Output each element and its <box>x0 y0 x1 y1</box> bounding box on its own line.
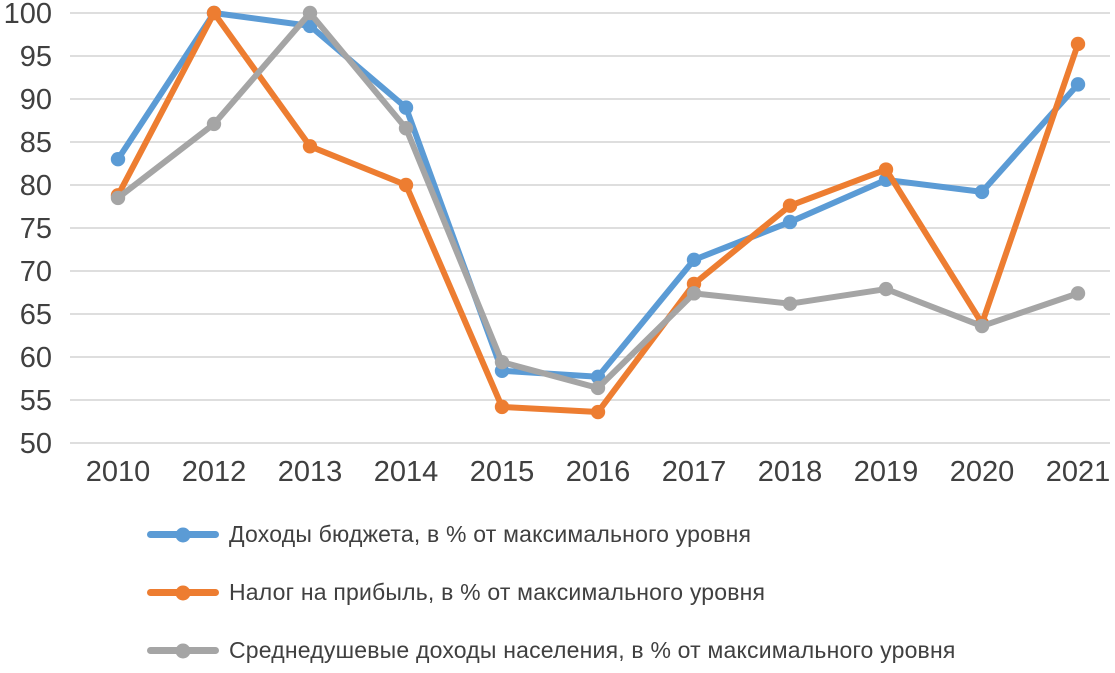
y-axis-tick-label: 60 <box>20 342 52 374</box>
data-point <box>494 354 510 370</box>
data-point <box>206 5 222 21</box>
x-axis-tick-label: 2013 <box>278 456 343 488</box>
series-line <box>115 10 1081 391</box>
x-axis-tick-label: 2020 <box>950 456 1015 488</box>
legend-item-budget-revenues: Доходы бюджета, в % от максимального уро… <box>147 521 1115 548</box>
x-axis-tick-label: 2012 <box>182 456 247 488</box>
x-axis-tick-label: 2018 <box>758 456 823 488</box>
data-point <box>1070 286 1086 301</box>
y-axis-tick-label: 65 <box>20 299 52 331</box>
y-axis-tick-label: 70 <box>20 256 52 288</box>
x-axis-tick-label: 2014 <box>374 456 439 488</box>
y-axis-tick-label: 55 <box>20 385 52 417</box>
x-axis-tick-label: 2021 <box>1046 456 1111 488</box>
data-point <box>782 296 798 311</box>
data-point <box>302 18 318 34</box>
data-point <box>782 198 798 213</box>
y-axis-tick-label: 100 <box>4 0 52 30</box>
data-point <box>398 100 414 115</box>
y-axis-tick-label: 85 <box>20 127 52 159</box>
data-point <box>878 281 894 297</box>
legend: Доходы бюджета, в % от максимального уро… <box>0 521 1115 664</box>
data-point <box>590 404 606 420</box>
data-point <box>110 152 126 167</box>
legend-label: Среднедушевые доходы населения, в % от м… <box>229 637 956 663</box>
data-point <box>398 121 414 136</box>
data-point <box>782 214 798 230</box>
y-axis-tick-label: 90 <box>20 84 52 116</box>
x-axis-tick-label: 2017 <box>662 456 727 488</box>
series-line-marker-icon <box>147 643 219 658</box>
legend-label: Налог на прибыль, в % от максимального у… <box>229 579 766 605</box>
legend-item-per-capita-income: Среднедушевые доходы населения, в % от м… <box>147 637 1115 664</box>
data-point <box>206 116 222 132</box>
data-point <box>974 318 990 334</box>
legend-label: Доходы бюджета, в % от максимального уро… <box>229 521 752 547</box>
data-point <box>302 139 318 154</box>
data-point <box>590 380 606 396</box>
y-axis-tick-label: 95 <box>20 41 52 73</box>
data-point <box>110 190 126 206</box>
x-axis-tick-label: 2015 <box>470 456 535 488</box>
y-axis-tick-label: 80 <box>20 170 52 202</box>
data-point <box>1070 36 1086 52</box>
data-point <box>878 162 894 177</box>
series-line-marker-icon <box>147 527 219 542</box>
data-point <box>686 286 702 301</box>
series-line-marker-icon <box>147 585 219 600</box>
x-axis-tick-label: 2010 <box>86 456 151 488</box>
legend-item-profit-tax: Налог на прибыль, в % от максимального у… <box>147 579 1115 606</box>
data-point <box>494 399 510 415</box>
data-point <box>1070 77 1086 92</box>
data-point <box>974 184 990 200</box>
x-axis-tick-label: 2019 <box>854 456 919 488</box>
series-dot-icon <box>175 527 191 542</box>
series-dot-icon <box>175 585 191 600</box>
data-point <box>398 177 414 193</box>
data-point <box>686 252 702 268</box>
plot-area: 50 55 60 65 70 75 80 85 90 95 100 2010 2012 2013 2014 2… <box>4 0 1111 488</box>
series-dot-icon <box>175 643 191 658</box>
x-axis-tick-label: 2016 <box>566 456 631 488</box>
y-axis-tick-label: 50 <box>20 428 52 460</box>
data-point <box>302 5 318 21</box>
y-axis-tick-label: 75 <box>20 213 52 245</box>
